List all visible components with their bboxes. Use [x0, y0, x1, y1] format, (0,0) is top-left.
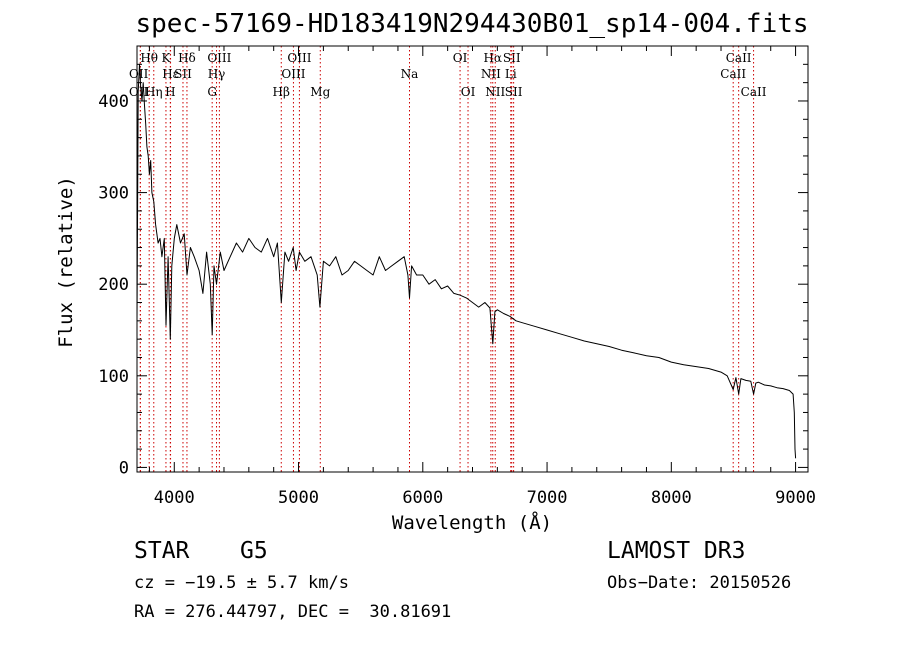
line-marker-label-7: SII — [174, 67, 192, 81]
line-marker-label-17: OI — [453, 51, 468, 65]
line-marker-label-23: Li — [505, 67, 517, 81]
survey-name: LAMOST DR3 — [607, 538, 746, 564]
plot-frame — [136, 45, 809, 473]
x-tick-label-4: 8000 — [651, 488, 692, 508]
line-marker-label-8: Hδ — [178, 51, 196, 65]
y-axis-label: Flux (relative) — [55, 176, 77, 348]
line-marker-label-26: CaII — [720, 67, 746, 81]
y-tick-label-4: 400 — [98, 92, 129, 112]
line-marker-label-13: OIII — [287, 51, 311, 65]
line-marker-label-12: Hβ — [273, 85, 290, 99]
y-tick-label-3: 300 — [98, 184, 129, 204]
line-marker-label-24: SII — [505, 85, 523, 99]
chart-title: spec-57169-HD183419N294430B01_sp14-004.f… — [135, 9, 808, 39]
spectrum-series — [136, 63, 797, 459]
line-marker-label-20: NII — [481, 67, 501, 81]
line-marker-label-22: SII — [503, 51, 521, 65]
y-tick-label-0: 0 — [119, 458, 129, 478]
line-marker-label-5: H — [165, 85, 175, 99]
x-tick-label-5: 9000 — [775, 488, 816, 508]
x-tick-label-0: 4000 — [154, 488, 195, 508]
line-marker-label-6: Hε — [162, 67, 179, 81]
line-marker-label-25: CaII — [726, 51, 752, 65]
line-marker-label-27: CaII — [741, 85, 767, 99]
line-marker-label-9: OIII — [207, 51, 231, 65]
line-marker-label-11: G — [207, 85, 217, 99]
x-tick-label-3: 7000 — [527, 488, 568, 508]
line-marker-label-10: Hγ — [208, 67, 226, 81]
line-marker-label-3: Hη — [145, 85, 163, 99]
axis-ticks: 4000 5000 6000 7000 8000 9000 0 100 200 300 400 — [98, 46, 816, 508]
x-axis-label: Wavelength (Å) — [392, 511, 552, 534]
line-marker-label-21: NII — [485, 85, 505, 99]
spectrum-line-0 — [136, 63, 797, 459]
line-marker-label-15: Mg — [310, 85, 330, 99]
observation-date: Obs−Date: 20150526 — [607, 573, 792, 593]
object-class: STAR — [134, 538, 190, 564]
redshift-cz: cz = −19.5 ± 5.7 km/s — [134, 573, 349, 593]
line-marker-label-16: Na — [401, 67, 419, 81]
line-marker-label-19: Hα — [483, 51, 502, 65]
x-tick-label-1: 5000 — [278, 488, 319, 508]
sky-coordinates: RA = 276.44797, DEC = 30.81691 — [134, 602, 452, 622]
line-marker-label-4: K — [161, 51, 171, 65]
object-subclass: G5 — [240, 538, 268, 564]
x-tick-label-2: 6000 — [402, 488, 443, 508]
y-tick-label-1: 100 — [98, 367, 129, 387]
y-tick-label-2: 200 — [98, 275, 129, 295]
line-marker-label-18: OI — [461, 85, 476, 99]
line-marker-label-2: Hθ — [140, 51, 158, 65]
line-marker-label-14: OIII — [281, 67, 305, 81]
